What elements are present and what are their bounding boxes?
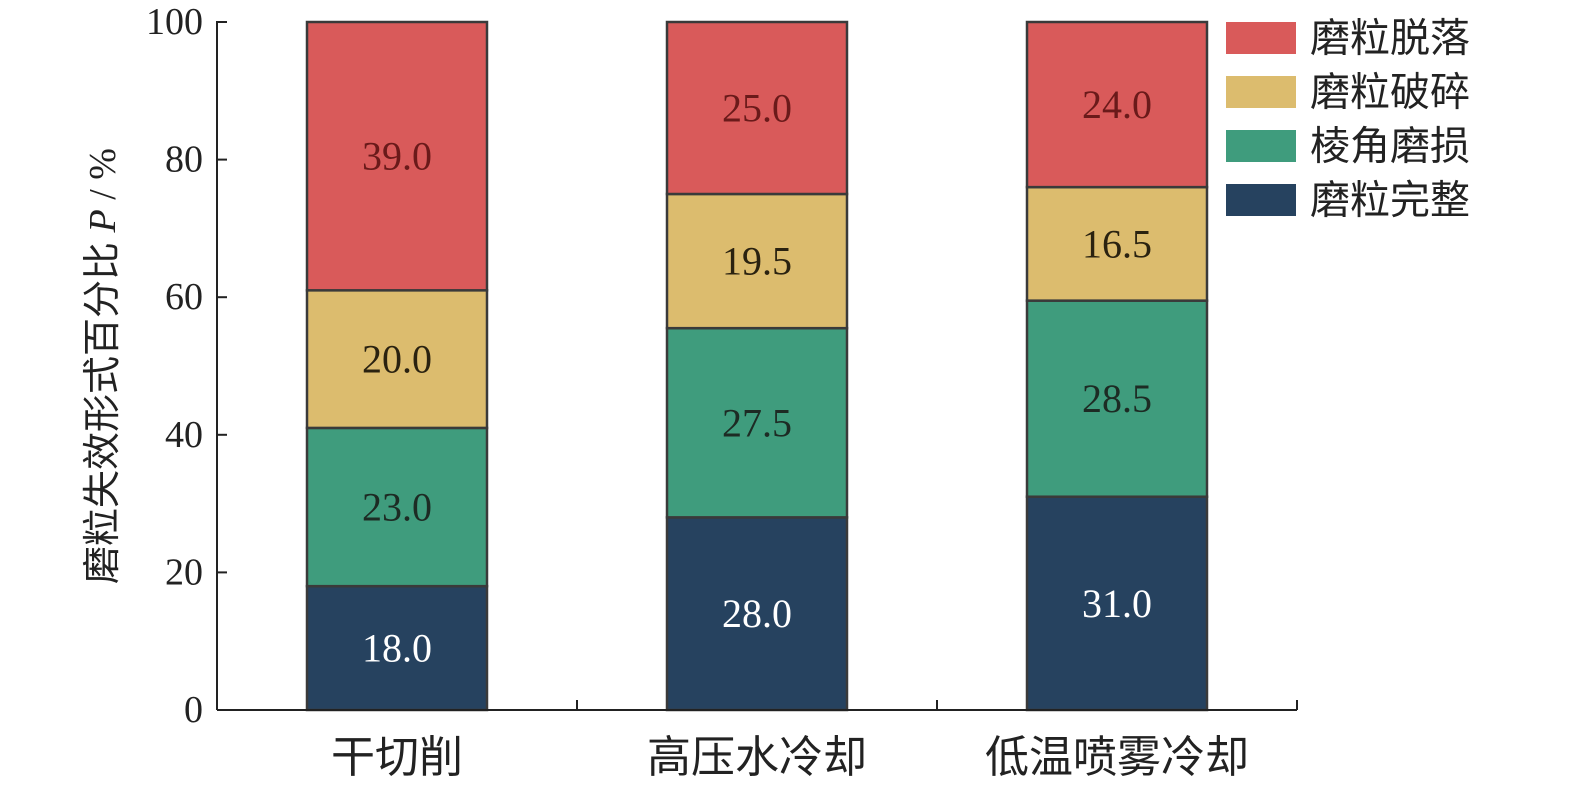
legend-swatch bbox=[1226, 184, 1296, 216]
y-tick-label: 60 bbox=[165, 276, 203, 318]
y-title-text: 磨粒失效形式百分比 bbox=[82, 232, 124, 584]
data-label: 19.5 bbox=[722, 239, 792, 284]
bar-segment bbox=[1025, 20, 1209, 189]
legend-swatch bbox=[1226, 22, 1296, 54]
data-label: 16.5 bbox=[1082, 221, 1152, 266]
data-label: 27.5 bbox=[722, 400, 792, 445]
bars-layer: 18.0 23.0 20.0 39.0 28.0 27.5 19.5 25.0 31.0 28.5… bbox=[305, 20, 1209, 712]
data-label: 23.0 bbox=[362, 485, 432, 530]
data-label: 28.0 bbox=[722, 591, 792, 636]
x-category-label: 低温喷雾冷却 bbox=[985, 733, 1249, 782]
data-label: 39.0 bbox=[362, 134, 432, 179]
y-tick-label: 0 bbox=[184, 689, 203, 731]
y-title-variable: P bbox=[82, 209, 124, 233]
legend-label: 磨粒破碎 bbox=[1310, 70, 1470, 115]
bar-segment bbox=[665, 20, 849, 196]
bar-segment bbox=[665, 192, 849, 330]
y-tick-label: 80 bbox=[165, 139, 203, 181]
legend-label: 磨粒脱落 bbox=[1310, 16, 1470, 61]
x-category-label: 高压水冷却 bbox=[647, 733, 867, 782]
bar-segment bbox=[665, 516, 849, 712]
y-tick-label: 40 bbox=[165, 414, 203, 456]
y-tick-label: 100 bbox=[146, 1, 203, 43]
data-label: 18.0 bbox=[362, 626, 432, 671]
bar-segment bbox=[1025, 299, 1209, 498]
axes-layer: 干切削 高压水冷却 低温喷雾冷却 0 20 40 60 80 100 bbox=[146, 1, 1298, 782]
x-category-label: 干切削 bbox=[331, 733, 463, 782]
y-axis-title: 磨粒失效形式百分比 P / % bbox=[82, 148, 124, 584]
y-title-unit: / % bbox=[82, 148, 124, 209]
data-label: 20.0 bbox=[362, 337, 432, 382]
data-label: 31.0 bbox=[1082, 581, 1152, 626]
bar-segment bbox=[305, 20, 489, 292]
legend-swatch bbox=[1226, 76, 1296, 108]
legend-swatch bbox=[1226, 130, 1296, 162]
bar-segment bbox=[1025, 185, 1209, 302]
data-label: 24.0 bbox=[1082, 82, 1152, 127]
legend-label: 棱角磨损 bbox=[1310, 124, 1470, 169]
bar-segment bbox=[305, 584, 489, 712]
data-label: 25.0 bbox=[722, 86, 792, 131]
bar-segment bbox=[665, 326, 849, 519]
legend-label: 磨粒完整 bbox=[1310, 178, 1470, 223]
bar-segment bbox=[305, 426, 489, 588]
y-tick-label: 20 bbox=[165, 551, 203, 593]
data-label: 28.5 bbox=[1082, 376, 1152, 421]
